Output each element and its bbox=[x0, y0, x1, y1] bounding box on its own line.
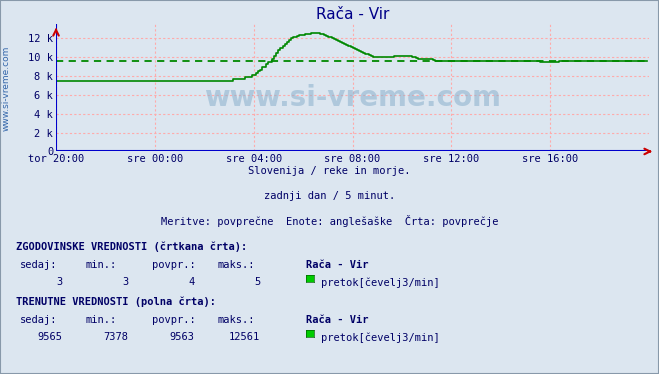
Text: min.:: min.: bbox=[86, 260, 117, 270]
Text: 9563: 9563 bbox=[169, 332, 194, 342]
Text: TRENUTNE VREDNOSTI (polna črta):: TRENUTNE VREDNOSTI (polna črta): bbox=[16, 296, 216, 307]
Text: sedaj:: sedaj: bbox=[20, 260, 57, 270]
Text: pretok[čevelj3/min]: pretok[čevelj3/min] bbox=[321, 332, 440, 343]
Text: www.si-vreme.com: www.si-vreme.com bbox=[2, 45, 11, 131]
Text: Rača - Vir: Rača - Vir bbox=[306, 260, 369, 270]
Text: povpr.:: povpr.: bbox=[152, 260, 195, 270]
Text: maks.:: maks.: bbox=[217, 260, 255, 270]
Text: maks.:: maks.: bbox=[217, 315, 255, 325]
Text: min.:: min.: bbox=[86, 315, 117, 325]
Text: povpr.:: povpr.: bbox=[152, 315, 195, 325]
Text: 3: 3 bbox=[123, 277, 129, 287]
Text: Rača - Vir: Rača - Vir bbox=[306, 315, 369, 325]
Text: ZGODOVINSKE VREDNOSTI (črtkana črta):: ZGODOVINSKE VREDNOSTI (črtkana črta): bbox=[16, 241, 248, 252]
Text: Meritve: povprečne  Enote: anglešaške  Črta: povprečje: Meritve: povprečne Enote: anglešaške Črt… bbox=[161, 215, 498, 227]
Text: zadnji dan / 5 minut.: zadnji dan / 5 minut. bbox=[264, 191, 395, 201]
Text: 9565: 9565 bbox=[38, 332, 63, 342]
Title: Rača - Vir: Rača - Vir bbox=[316, 7, 389, 22]
Text: 12561: 12561 bbox=[229, 332, 260, 342]
Text: sedaj:: sedaj: bbox=[20, 315, 57, 325]
Text: 4: 4 bbox=[188, 277, 194, 287]
Text: Slovenija / reke in morje.: Slovenija / reke in morje. bbox=[248, 166, 411, 177]
Text: www.si-vreme.com: www.si-vreme.com bbox=[204, 84, 501, 112]
Text: pretok[čevelj3/min]: pretok[čevelj3/min] bbox=[321, 277, 440, 288]
Text: 5: 5 bbox=[254, 277, 260, 287]
Text: 3: 3 bbox=[57, 277, 63, 287]
Text: 7378: 7378 bbox=[103, 332, 129, 342]
